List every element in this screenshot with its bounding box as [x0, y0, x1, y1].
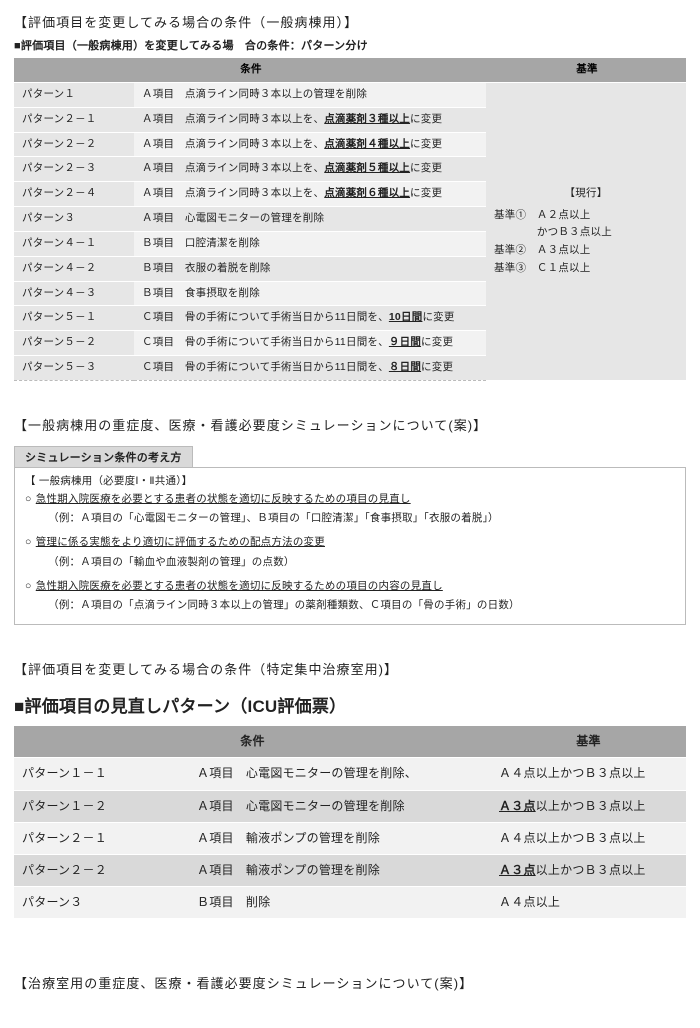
condition-text: Ａ項目 点滴ライン同時３本以上を、点滴薬剤３種以上に変更 [134, 107, 486, 132]
pattern-label: パターン５－２ [14, 331, 134, 356]
condition-text: Ａ項目 点滴ライン同時３本以上を、点滴薬剤６種以上に変更 [134, 182, 486, 207]
condition-text: Ａ項目 心電図モニターの管理を削除 [134, 207, 486, 232]
bullet-item: ○急性期入院医療を必要とする患者の状態を適切に反映するための項目の見直し [25, 492, 675, 508]
pattern-label: パターン４－１ [14, 231, 134, 256]
condition-text: Ｂ項目 口腔清潔を削除 [134, 231, 486, 256]
pattern-label: パターン３ [14, 207, 134, 232]
simulation-box: シミュレーション条件の考え方 【 一般病棟用（必要度Ⅰ・Ⅱ共通）】 ○急性期入院… [14, 446, 686, 625]
table-general: 条件 基準 パターン１ Ａ項目 点滴ライン同時３本以上の管理を削除 【現行】 基… [14, 57, 686, 381]
sec2-title: 【一般病棟用の重症度、医療・看護必要度シミュレーションについて(案)】 [14, 415, 686, 434]
pattern-label: パターン２－４ [14, 182, 134, 207]
condition-text: Ｂ項目 削除 [189, 887, 491, 919]
bullet-item: ○管理に係る実態をより適切に評価するための配点方法の変更 [25, 535, 675, 551]
criteria-line: 基準② Ａ３点以上 [494, 242, 678, 260]
table-icu: 条件 基準 パターン１－１Ａ項目 心電図モニターの管理を削除、Ａ４点以上かつＢ３… [14, 725, 686, 919]
pattern-label: パターン１ [14, 82, 134, 107]
table-row: パターン１－２Ａ項目 心電図モニターの管理を削除Ａ３点以上かつＢ３点以上 [14, 790, 686, 822]
criteria-text: Ａ４点以上かつＢ３点以上 [491, 822, 686, 854]
pattern-label: パターン２－１ [14, 107, 134, 132]
th-condition: 条件 [14, 726, 491, 758]
table-row: パターン３Ｂ項目 削除Ａ４点以上 [14, 887, 686, 919]
table-row: パターン１－１Ａ項目 心電図モニターの管理を削除、Ａ４点以上かつＢ３点以上 [14, 758, 686, 790]
condition-text: Ａ項目 点滴ライン同時３本以上を、点滴薬剤５種以上に変更 [134, 157, 486, 182]
pattern-label: パターン３ [14, 887, 189, 919]
pattern-label: パターン４－２ [14, 256, 134, 281]
th-criteria: 基準 [491, 726, 686, 758]
example-text: （例：Ａ項目の「心電図モニターの管理」、Ｂ項目の「口腔清潔」「食事摂取」「衣服の… [48, 511, 675, 527]
condition-text: Ａ項目 点滴ライン同時３本以上を、点滴薬剤４種以上に変更 [134, 132, 486, 157]
example-text: （例：Ａ項目の「点滴ライン同時３本以上の管理」の薬剤種類数、Ｃ項目の「骨の手術」… [48, 598, 675, 614]
pattern-label: パターン２－３ [14, 157, 134, 182]
pattern-label: パターン１－１ [14, 758, 189, 790]
pattern-label: パターン５－１ [14, 306, 134, 331]
condition-text: Ｂ項目 食事摂取を削除 [134, 281, 486, 306]
criteria-line: 基準③ Ｃ１点以上 [494, 260, 678, 278]
condition-text: Ａ項目 輸液ポンプの管理を削除 [189, 854, 491, 886]
table-row: パターン２－１Ａ項目 輸液ポンプの管理を削除Ａ４点以上かつＢ３点以上 [14, 822, 686, 854]
condition-text: Ａ項目 輸液ポンプの管理を削除 [189, 822, 491, 854]
pattern-label: パターン２－２ [14, 132, 134, 157]
pattern-label: パターン５－３ [14, 356, 134, 381]
pattern-label: パターン１－２ [14, 790, 189, 822]
pattern-label: パターン２－２ [14, 854, 189, 886]
example-text: （例：Ａ項目の「輸血や血液製剤の管理」の点数） [48, 555, 675, 571]
bullet-item: ○急性期入院医療を必要とする患者の状態を適切に反映するための項目の内容の見直し [25, 579, 675, 595]
sec4-title: 【治療室用の重症度、医療・看護必要度シミュレーションについて(案)】 [14, 973, 686, 992]
criteria-text: Ａ３点以上かつＢ３点以上 [491, 854, 686, 886]
condition-text: Ｃ項目 骨の手術について手術当日から11日間を、９日間に変更 [134, 331, 486, 356]
icu-heading: ■評価項目の見直しパターン（ICU評価票） [14, 692, 686, 717]
simulation-body: 【 一般病棟用（必要度Ⅰ・Ⅱ共通）】 ○急性期入院医療を必要とする患者の状態を適… [14, 467, 686, 625]
criteria-cell: 【現行】 基準① Ａ２点以上 かつＢ３点以上 基準② Ａ３点以上 基準③ Ｃ１点… [486, 82, 686, 380]
condition-text: Ｂ項目 衣服の着脱を削除 [134, 256, 486, 281]
sec1-title: 【評価項目を変更してみる場合の条件（一般病棟用）】 [14, 12, 686, 31]
th-criteria: 基準 [486, 58, 686, 83]
criteria-text: Ａ４点以上かつＢ３点以上 [491, 758, 686, 790]
condition-text: Ａ項目 心電図モニターの管理を削除 [189, 790, 491, 822]
group-head: 【 一般病棟用（必要度Ⅰ・Ⅱ共通）】 [25, 474, 675, 490]
condition-text: Ａ項目 点滴ライン同時３本以上の管理を削除 [134, 82, 486, 107]
condition-text: Ａ項目 心電図モニターの管理を削除、 [189, 758, 491, 790]
table-row: パターン１ Ａ項目 点滴ライン同時３本以上の管理を削除 【現行】 基準① Ａ２点… [14, 82, 686, 107]
condition-text: Ｃ項目 骨の手術について手術当日から11日間を、８日間に変更 [134, 356, 486, 381]
pattern-label: パターン４－３ [14, 281, 134, 306]
condition-text: Ｃ項目 骨の手術について手術当日から11日間を、10日間に変更 [134, 306, 486, 331]
sec3-title: 【評価項目を変更してみる場合の条件（特定集中治療室用)】 [14, 659, 686, 678]
pattern-label: パターン２－１ [14, 822, 189, 854]
criteria-head: 【現行】 [494, 185, 678, 203]
criteria-line: かつＢ３点以上 [494, 224, 678, 242]
table-row: パターン２－２Ａ項目 輸液ポンプの管理を削除Ａ３点以上かつＢ３点以上 [14, 854, 686, 886]
criteria-text: Ａ３点以上かつＢ３点以上 [491, 790, 686, 822]
simulation-tab: シミュレーション条件の考え方 [14, 446, 193, 468]
criteria-line: 基準① Ａ２点以上 [494, 207, 678, 225]
criteria-text: Ａ４点以上 [491, 887, 686, 919]
th-condition: 条件 [14, 58, 486, 83]
sec1-subheader: ■評価項目（一般病棟用）を変更してみる場 合の条件：パターン分け [14, 37, 686, 53]
